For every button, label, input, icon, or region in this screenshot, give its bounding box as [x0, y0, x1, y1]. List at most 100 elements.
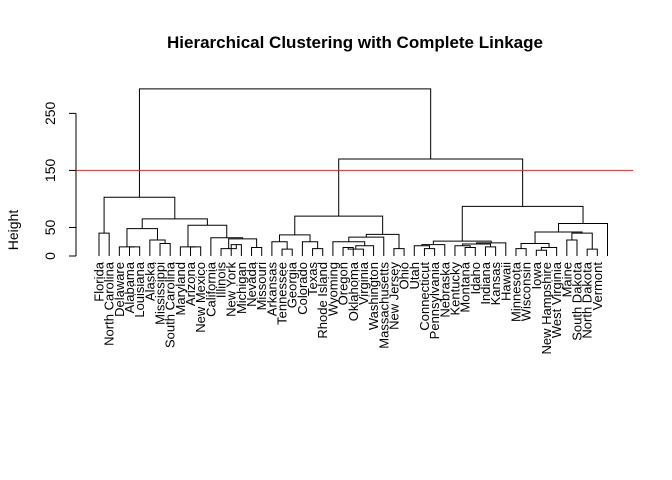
leaf-label: Washington: [366, 262, 381, 330]
leaf-label: North Carolina: [102, 261, 117, 346]
leaf-label: Vermont: [590, 262, 605, 311]
leaf-label: New York: [224, 262, 239, 317]
leaf-label: Alabama: [122, 261, 137, 313]
dendrogram-branch: [461, 205, 584, 242]
leaf-label: Kentucky: [447, 262, 462, 316]
leaf-label: North Dakota: [580, 261, 595, 338]
leaf-label: South Dakota: [569, 261, 584, 341]
dendrogram-branch: [118, 246, 135, 256]
dendrogram-branch: [586, 248, 598, 256]
dendrogram-branch: [540, 246, 558, 256]
dendrogram-branch: [355, 245, 375, 256]
dendrogram-branch: [312, 248, 324, 256]
leaf-label: Nebraska: [437, 261, 452, 317]
dendrogram-branch: [332, 241, 366, 256]
leaf-label: New Hampshire: [539, 262, 554, 354]
dendrogram-branches: [98, 88, 608, 256]
dendrogram-branch: [251, 246, 263, 256]
dendrogram-branch: [271, 241, 288, 256]
dendrogram-branch: [179, 246, 196, 256]
leaf-label: Delaware: [112, 262, 127, 317]
leaf-label: Michigan: [234, 262, 249, 314]
dendrogram-branch: [476, 242, 507, 256]
leaf-label: Idaho: [468, 262, 483, 295]
leaf-label: Minnesota: [508, 261, 523, 322]
leaf-label: West Virginia: [549, 261, 564, 338]
dendrogram-branch: [558, 222, 608, 256]
y-tick-label: 150: [42, 159, 58, 183]
leaf-label: Hawaii: [498, 262, 513, 301]
dendrogram-branch: [281, 248, 293, 256]
dendrogram-branch: [301, 241, 319, 256]
leaf-label: California: [203, 261, 218, 317]
leaf-label: Virginia: [356, 261, 371, 305]
chart-title: Hierarchical Clustering with Complete Li…: [167, 33, 543, 52]
leaf-label: Iowa: [529, 261, 544, 289]
dendrogram-branch: [103, 196, 176, 234]
y-axis: 0 50 150 250: [42, 101, 77, 260]
leaf-label: Alaska: [142, 261, 157, 301]
dendrogram-branch: [126, 228, 158, 247]
dendrogram-branch: [571, 232, 593, 250]
dendrogram-branch: [535, 249, 547, 256]
dendrogram-branch: [534, 231, 583, 244]
leaf-label: Louisiana: [132, 261, 147, 317]
leaf-label: Wyoming: [325, 262, 340, 316]
leaf-label: Arizona: [183, 261, 198, 306]
dendrogram-branch: [138, 88, 432, 198]
leaf-label: New Mexico: [193, 262, 208, 333]
leaf-label: Indiana: [478, 261, 493, 304]
dendrogram-branch: [423, 248, 436, 256]
dendrogram-branch: [159, 242, 171, 256]
dendrogram-branch: [210, 237, 244, 256]
leaf-label: Georgia: [285, 261, 300, 308]
y-tick-label: 250: [42, 101, 58, 125]
y-axis-label: Height: [5, 210, 21, 251]
dendrogram-branch: [464, 246, 476, 256]
dendrogram-branch: [141, 218, 208, 229]
leaf-label: Utah: [407, 262, 422, 289]
leaf-label: South Carolina: [163, 261, 178, 348]
leaf-label: Massachusetts: [376, 262, 391, 349]
dendrogram-branch: [279, 234, 311, 242]
leaf-label: Mississippi: [153, 262, 168, 325]
dendrogram-branch: [515, 248, 527, 256]
dendrogram-branch: [98, 232, 110, 256]
dendrogram-branch: [149, 239, 166, 256]
dendrogram-branch: [365, 233, 400, 249]
leaf-label: New Jersey: [386, 262, 401, 330]
leaf-label: Connecticut: [417, 262, 432, 331]
leaf-label: Montana: [458, 261, 473, 312]
leaf-label: Texas: [305, 262, 320, 296]
dendrogram-branch: [421, 244, 446, 256]
dendrogram-branch: [129, 246, 141, 256]
dendrogram-branch: [348, 236, 385, 256]
leaf-label: Maine: [559, 262, 574, 297]
dendrogram-branch: [294, 215, 384, 235]
leaf-label: Kansas: [488, 262, 503, 306]
dendrogram-branch: [462, 243, 492, 247]
leaf-label: Wisconsin: [519, 262, 534, 321]
leaf-label: Pennsylvania: [427, 261, 442, 339]
leaf-label: Maryland: [173, 262, 188, 315]
leaf-label: Oregon: [336, 262, 351, 305]
dendrogram-branch: [566, 239, 578, 256]
y-tick-label: 0: [42, 252, 58, 260]
leaf-label: Oklahoma: [346, 261, 361, 321]
leaf-label: Tennessee: [275, 262, 290, 325]
dendrogram-branch: [338, 158, 524, 217]
leaf-label: Nevada: [244, 261, 259, 307]
y-tick-label: 50: [42, 219, 58, 235]
leaf-label: Illinois: [214, 262, 229, 299]
dendrogram-branch: [484, 246, 497, 256]
leaf-label: Rhode Island: [315, 262, 330, 339]
dendrogram-branch: [190, 246, 202, 256]
leaf-label: Missouri: [254, 262, 269, 311]
leaf-label: Ohio: [397, 262, 412, 289]
leaf-label: Colorado: [295, 262, 310, 315]
leaf-label: Florida: [92, 261, 107, 302]
dendrogram-branch: [393, 248, 405, 256]
dendrogram-branch: [413, 245, 431, 256]
